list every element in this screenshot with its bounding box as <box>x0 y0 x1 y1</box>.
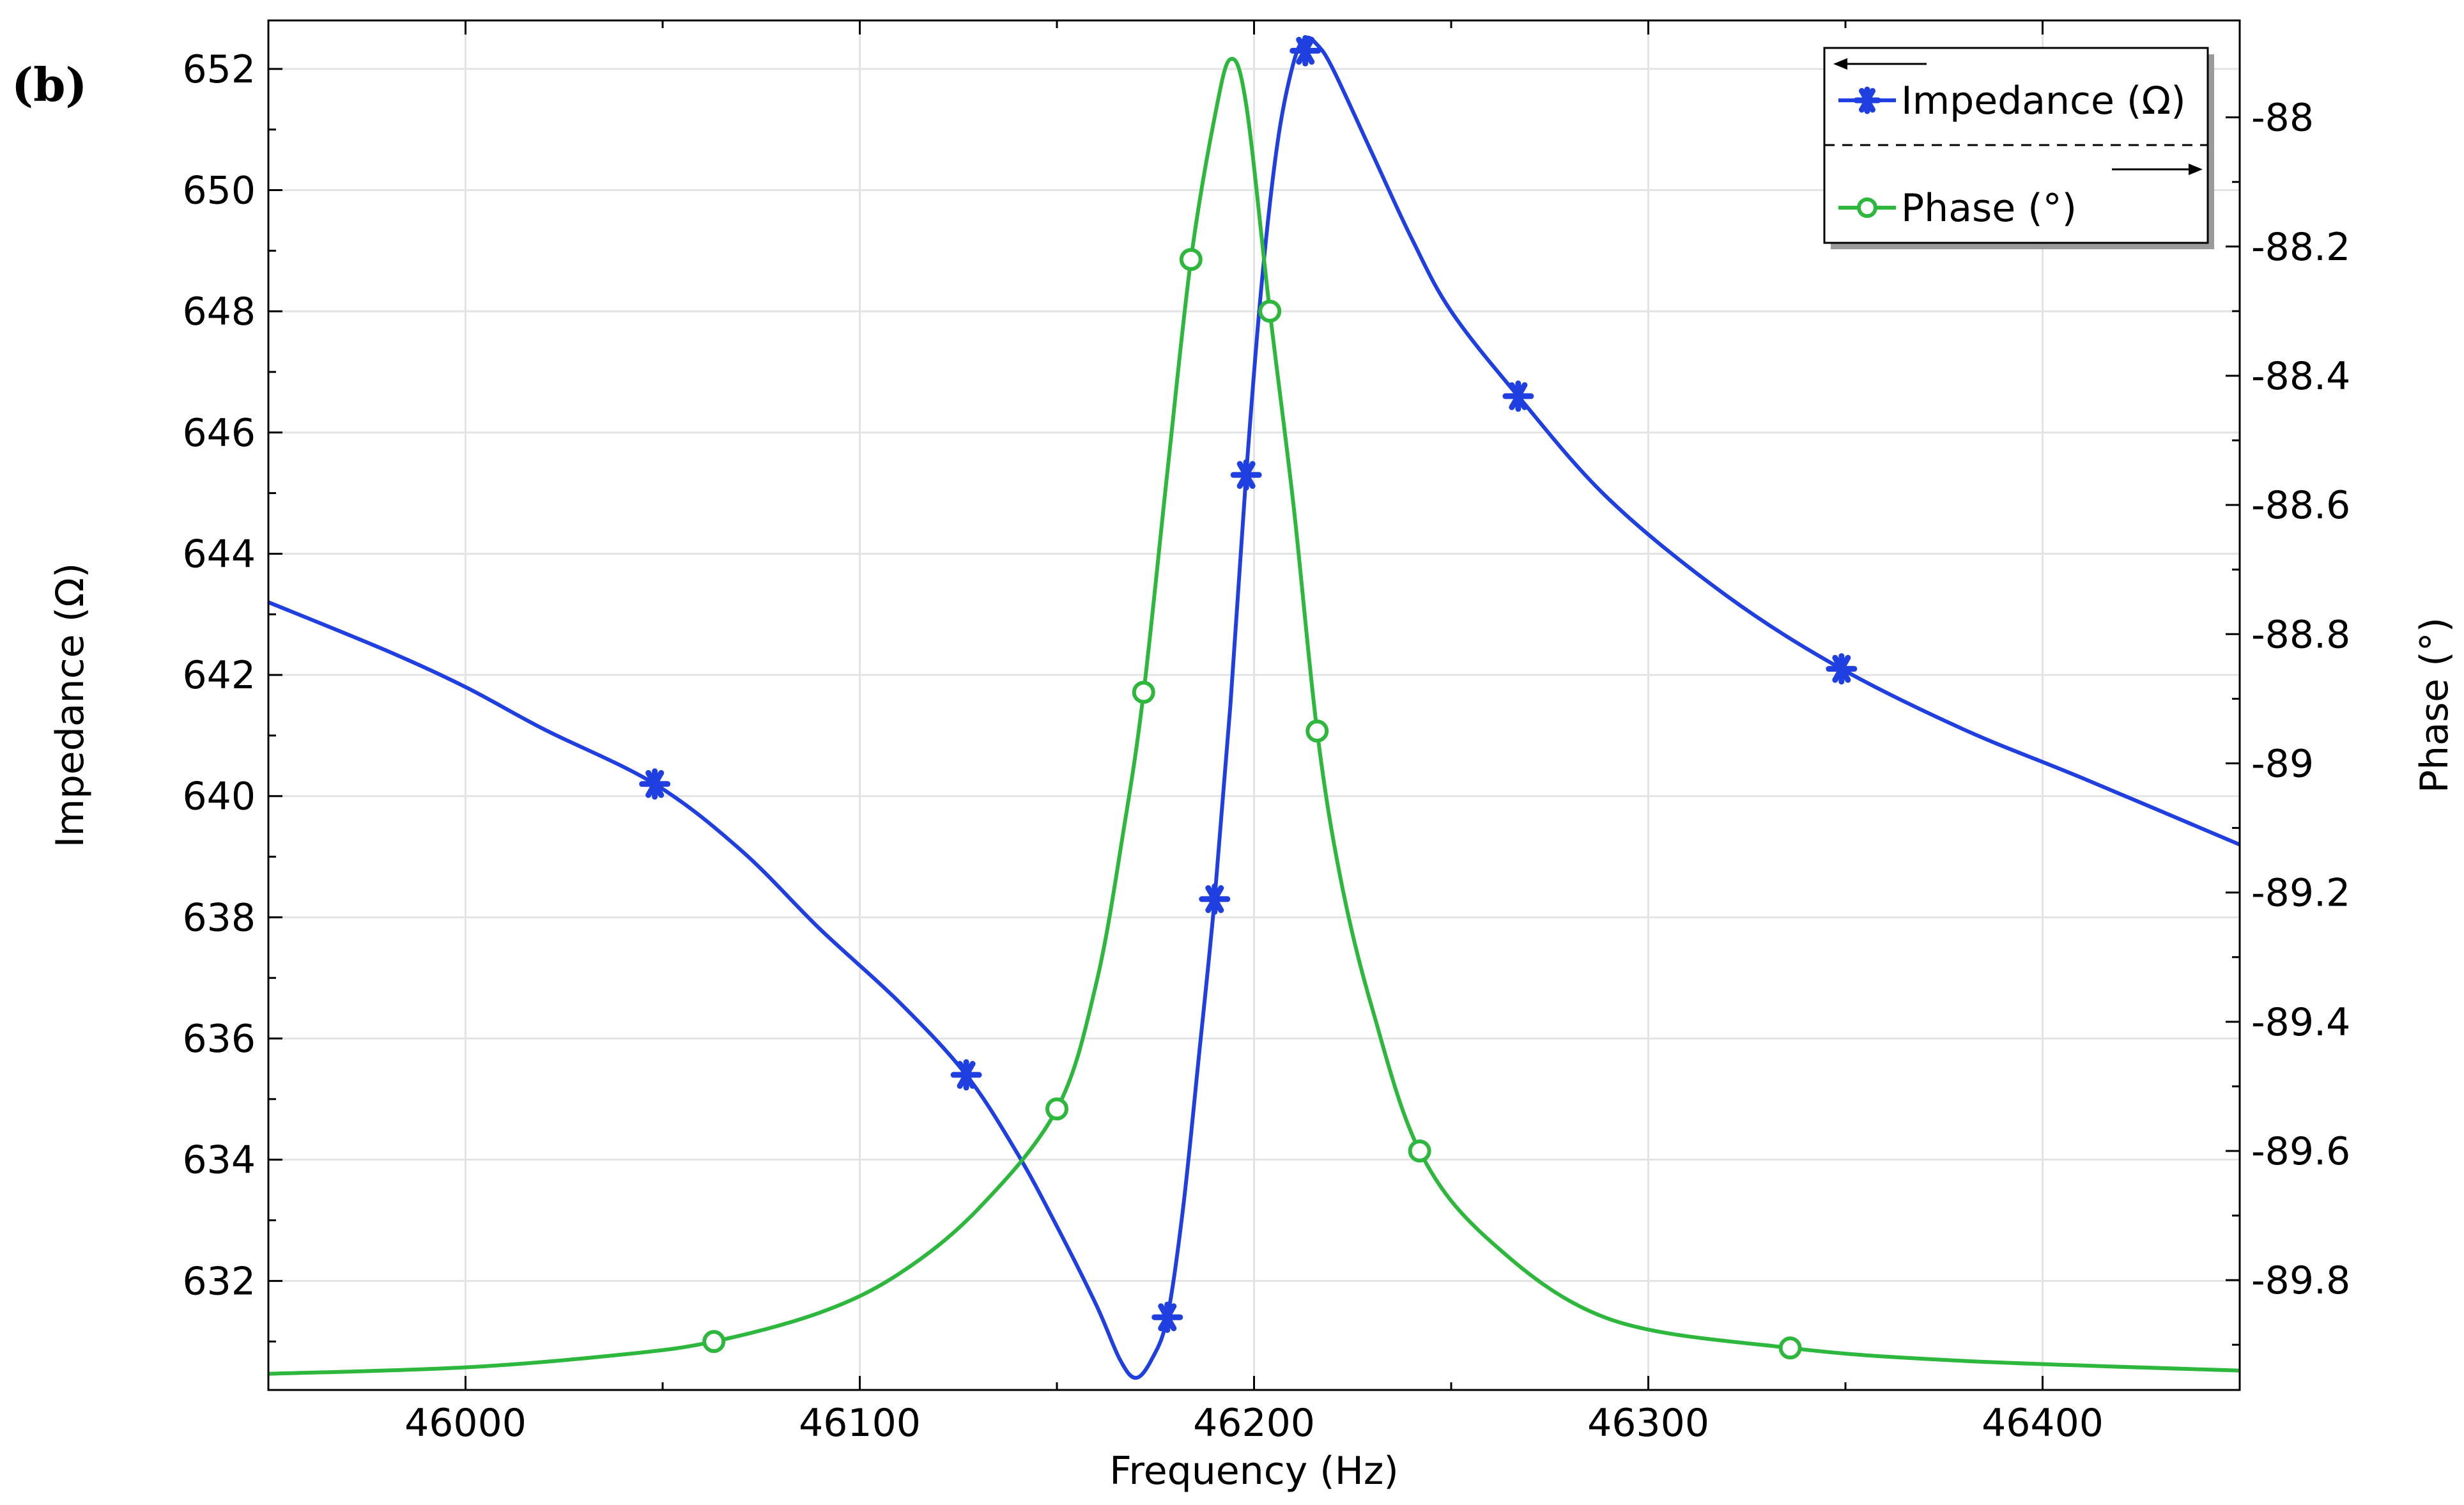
x-tick-label: 46300 <box>1587 1401 1709 1446</box>
marker-phase <box>1305 719 1329 743</box>
y-right-tick-label: -89 <box>2251 741 2314 786</box>
y-right-tick-label: -89.6 <box>2251 1129 2350 1174</box>
marker-phase <box>1258 299 1282 323</box>
arrow-head <box>1833 58 1847 70</box>
y-left-tick-label: 648 <box>182 289 256 334</box>
marker-impedance <box>639 768 671 800</box>
y-right-tick-label: -88.8 <box>2251 612 2350 657</box>
y-left-tick-label: 652 <box>182 47 256 92</box>
legend-item-phase: Phase (°) <box>1838 186 2077 231</box>
legend: Impedance (Ω) Phase (°) <box>1823 47 2214 249</box>
series-layer <box>267 35 2241 1380</box>
y-left-tick-label: 632 <box>182 1259 256 1304</box>
y-right-tick-label: -89.4 <box>2251 1000 2350 1045</box>
y-left-tick-label: 644 <box>182 532 256 576</box>
legend-asterisk <box>1853 86 1881 114</box>
arrow-left-icon <box>1833 58 1927 70</box>
x-tick-label: 46200 <box>1193 1401 1315 1446</box>
marker-impedance <box>1290 35 1321 66</box>
y-right-tick-label: -88.2 <box>2251 225 2350 270</box>
x-axis-title: Frequency (Hz) <box>1109 1449 1398 1493</box>
arrow-head <box>2189 164 2203 175</box>
y-right-tick-label: -88.6 <box>2251 483 2350 528</box>
marker-impedance <box>1230 459 1262 491</box>
y-right-tick-label: -89.2 <box>2251 871 2350 916</box>
series-line-phase <box>268 57 2240 1376</box>
marker-impedance <box>1826 653 1858 685</box>
marker-impedance <box>950 1059 982 1091</box>
marker-phase <box>1132 681 1155 704</box>
marker-impedance <box>1502 380 1534 412</box>
marker-phase <box>702 1330 726 1354</box>
legend-label-impedance: Impedance (Ω) <box>1901 79 2186 123</box>
y-left-tick-label: 636 <box>182 1017 256 1061</box>
marker-phase <box>1045 1097 1068 1121</box>
asterisk-icon <box>1853 86 1881 114</box>
y-left-tick-label: 642 <box>182 653 256 698</box>
series-line-impedance <box>267 35 2241 1380</box>
x-tick-label: 46100 <box>799 1401 921 1446</box>
y-left-tick-label: 638 <box>182 895 256 940</box>
legend-label-phase: Phase (°) <box>1901 186 2077 231</box>
x-tick-label: 46400 <box>1982 1401 2104 1446</box>
marker-impedance <box>1151 1301 1183 1333</box>
x-tick-label: 46000 <box>404 1401 527 1446</box>
y-left-tick-label: 634 <box>182 1138 256 1183</box>
y-axis-left-title: Impedance (Ω) <box>48 563 93 848</box>
panel-label: (b) <box>12 58 87 112</box>
marker-phase <box>1408 1139 1431 1162</box>
legend-item-impedance: Impedance (Ω) <box>1838 79 2186 123</box>
y-left-tick-label: 646 <box>182 411 256 456</box>
axis-ticks: 46000 46100 46200 46300 46400 632 634 636 638 640… <box>182 20 2350 1446</box>
marker-impedance <box>1199 883 1231 915</box>
y-right-tick-label: -89.8 <box>2251 1258 2350 1303</box>
circle-marker-icon <box>1857 197 1877 218</box>
legend-circle <box>1857 197 1877 218</box>
grid-lines <box>268 20 2240 1390</box>
y-axis-right-title: Phase (°) <box>2412 617 2457 793</box>
y-right-tick-label: -88.4 <box>2251 354 2350 399</box>
arrow-right-icon <box>2112 164 2203 175</box>
y-left-tick-label: 650 <box>182 169 256 213</box>
y-left-tick-label: 640 <box>182 775 256 819</box>
marker-phase <box>1778 1336 1802 1360</box>
marker-phase <box>1179 248 1203 272</box>
y-right-tick-label: -88 <box>2251 96 2314 141</box>
